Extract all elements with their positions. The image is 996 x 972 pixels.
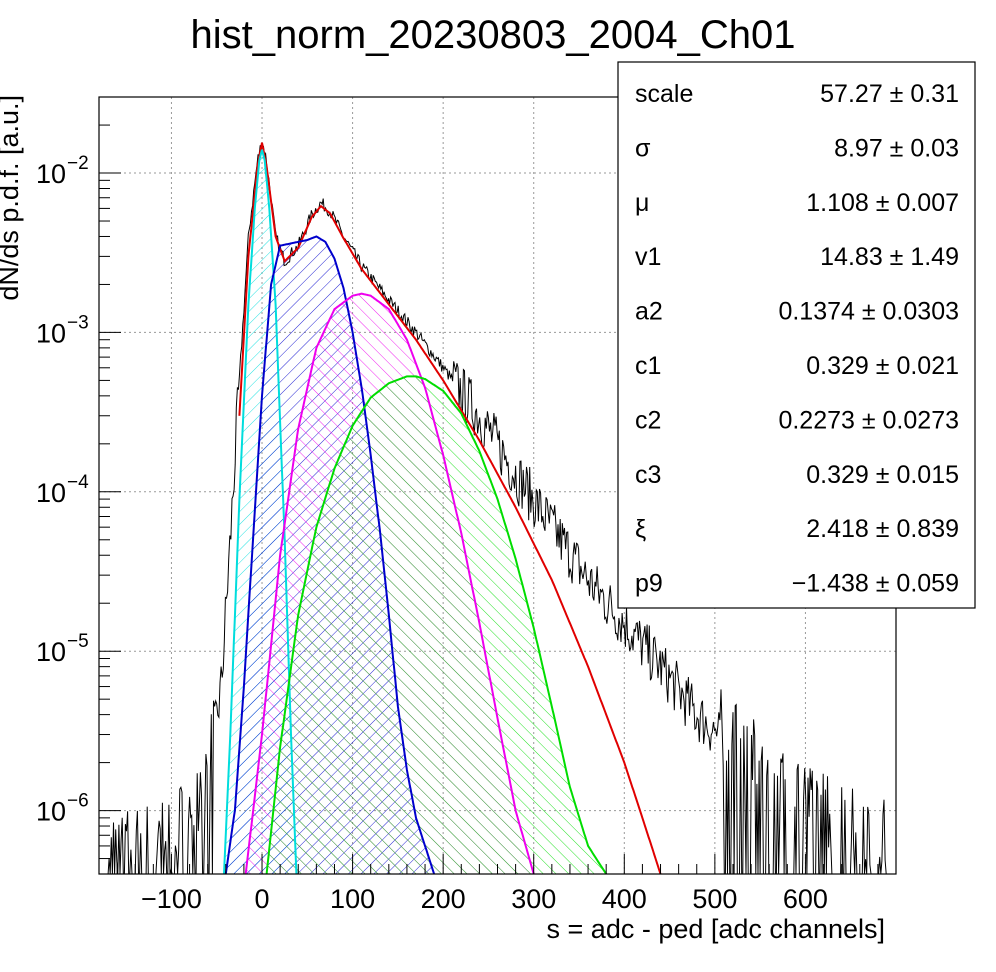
stats-param-value: 0.1374 ± 0.0303 xyxy=(778,298,959,326)
x-tick-label: 500 xyxy=(692,884,737,914)
stats-param-name: σ xyxy=(635,134,651,162)
stats-param-name: c1 xyxy=(635,352,661,380)
y-tick-label: 10 xyxy=(36,797,66,827)
y-tick-exponent: −5 xyxy=(67,631,89,652)
chart-title: hist_norm_20230803_2004_Ch01 xyxy=(191,13,796,57)
y-tick-exponent: −2 xyxy=(67,153,89,174)
component-fills xyxy=(224,149,607,875)
stats-param-value: 0.329 ± 0.021 xyxy=(806,352,959,380)
x-tick-label: 600 xyxy=(783,884,828,914)
x-axis: −100 0 100 200 300 400 500 600 xyxy=(98,854,879,914)
stats-param-name: ξ xyxy=(635,515,646,543)
x-tick-label: −100 xyxy=(141,884,202,914)
stats-param-value: 8.97 ± 0.03 xyxy=(834,134,959,162)
stats-frame xyxy=(617,61,976,609)
stats-param-name: c2 xyxy=(635,406,661,434)
y-axis: 10−610−510−410−310−2 xyxy=(36,96,121,875)
y-tick-label: 10 xyxy=(36,159,66,189)
y-tick-label: 10 xyxy=(36,637,66,667)
x-tick-label: 400 xyxy=(602,884,647,914)
data-histogram xyxy=(107,143,887,875)
stats-param-value: −1.438 ± 0.059 xyxy=(792,570,959,598)
stats-param-name: p9 xyxy=(635,570,663,598)
stats-param-value: 57.27 ± 0.31 xyxy=(820,80,959,108)
stats-param-name: a2 xyxy=(635,298,663,326)
component-3-curve xyxy=(265,375,608,875)
x-tick-label: 300 xyxy=(511,884,556,914)
y-tick-label: 10 xyxy=(36,318,66,348)
stats-param-value: 14.83 ± 1.49 xyxy=(820,243,959,271)
y-axis-label: dN/ds p.d.f. [a.u.] xyxy=(0,95,24,301)
stats-param-name: μ xyxy=(635,189,649,217)
component-1-curve xyxy=(224,235,436,875)
x-tick-label: 100 xyxy=(330,884,375,914)
y-tick-exponent: −4 xyxy=(67,472,89,493)
component-2-curve xyxy=(244,292,535,875)
y-tick-label: 10 xyxy=(36,478,66,508)
stats-param-value: 1.108 ± 0.007 xyxy=(806,189,959,217)
y-tick-exponent: −6 xyxy=(67,791,89,812)
stats-param-value: 2.418 ± 0.839 xyxy=(806,515,959,543)
stats-param-value: 0.329 ± 0.015 xyxy=(806,461,959,489)
stats-param-name: c3 xyxy=(635,461,661,489)
stats-param-name: scale xyxy=(635,80,693,108)
series-lines xyxy=(107,142,887,875)
total-fit-curve xyxy=(238,142,662,875)
y-tick-exponent: −3 xyxy=(67,312,89,333)
x-tick-label: 200 xyxy=(421,884,466,914)
x-axis-label: s = adc - ped [adc channels] xyxy=(547,914,885,944)
stats-param-value: 0.2273 ± 0.0273 xyxy=(778,406,959,434)
fit-stats-box: scale 57.27 ± 0.31 σ 8.97 ± 0.03 μ 1.108 ± 0.… xyxy=(617,61,976,609)
x-tick-label: 0 xyxy=(255,884,270,914)
stats-param-name: v1 xyxy=(635,243,661,271)
component-3-fill xyxy=(266,376,607,874)
